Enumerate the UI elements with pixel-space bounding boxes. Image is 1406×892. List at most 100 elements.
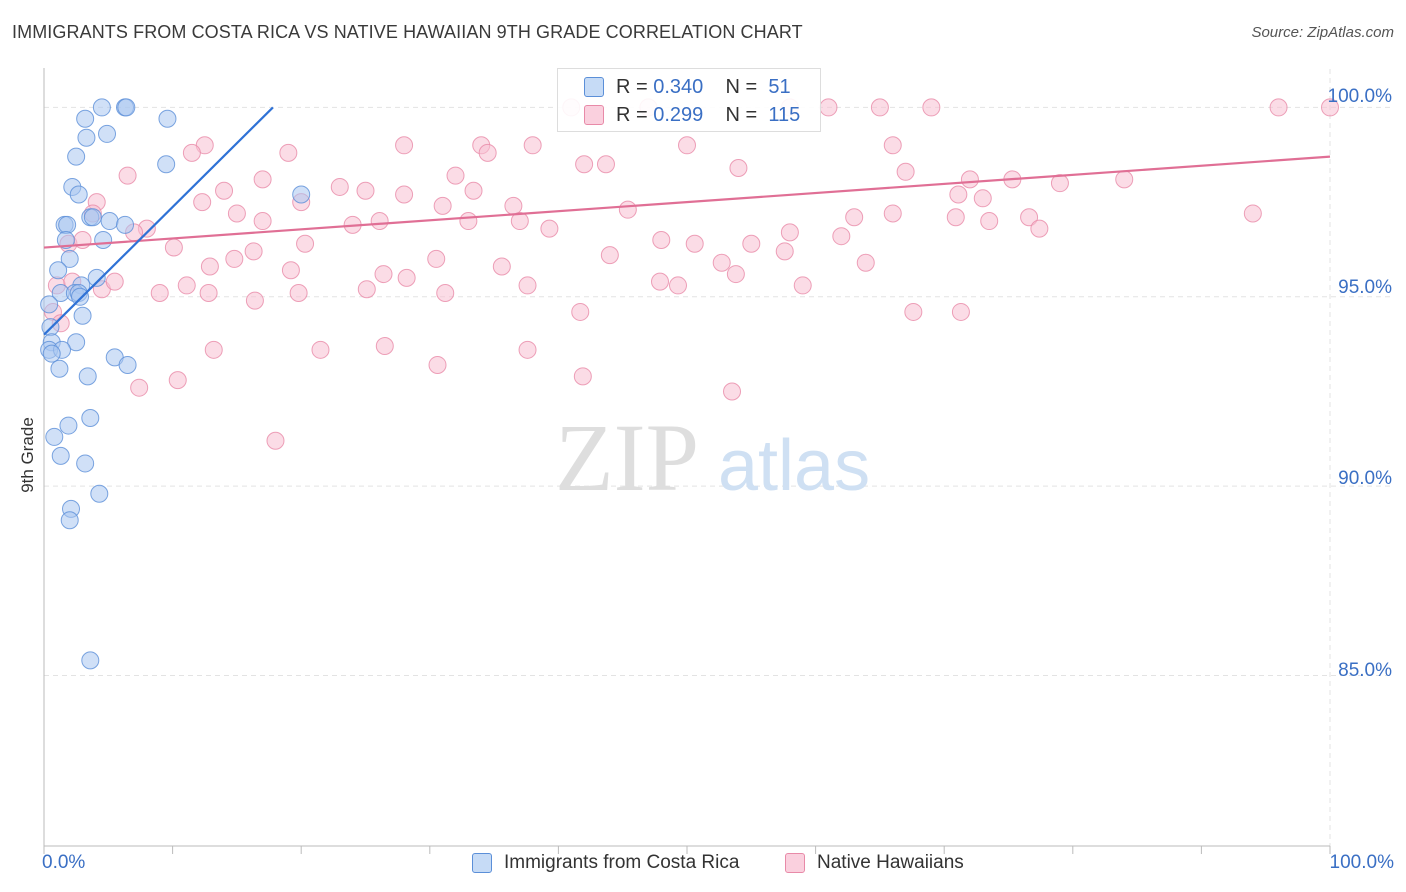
data-point: [856, 253, 875, 272]
data-point: [42, 344, 61, 363]
data-point: [311, 340, 330, 359]
data-point: [83, 208, 102, 227]
data-point: [436, 284, 455, 303]
data-point: [492, 257, 511, 276]
legend-item-native-hawaiians[interactable]: Native Hawaiians: [785, 852, 964, 874]
data-point: [87, 268, 106, 287]
data-point: [215, 181, 234, 200]
source-credit: Source: ZipAtlas.com: [1251, 24, 1394, 41]
data-point: [244, 242, 263, 261]
data-point: [729, 159, 748, 178]
data-point: [395, 185, 414, 204]
data-point: [90, 484, 109, 503]
data-point: [69, 185, 88, 204]
data-point: [1269, 98, 1288, 117]
data-point: [266, 431, 285, 450]
data-point: [296, 234, 315, 253]
data-point: [182, 143, 201, 162]
legend-swatch-blue: [472, 853, 492, 873]
data-point: [60, 249, 79, 268]
axes: [43, 68, 1331, 854]
data-point: [45, 427, 64, 446]
data-point: [225, 249, 244, 268]
data-point: [478, 143, 497, 162]
data-point: [150, 284, 169, 303]
data-point: [253, 212, 272, 231]
data-point: [58, 215, 77, 234]
data-point: [1243, 204, 1262, 223]
data-point: [40, 295, 59, 314]
data-point: [59, 416, 78, 435]
data-point: [168, 371, 187, 390]
data-point: [81, 408, 100, 427]
data-point: [60, 511, 79, 530]
data-point: [76, 109, 95, 128]
data-point: [118, 355, 137, 374]
data-point: [117, 98, 136, 117]
data-point: [652, 230, 671, 249]
data-point: [780, 223, 799, 242]
data-point: [77, 128, 96, 147]
data-point: [518, 276, 537, 295]
data-point: [357, 280, 376, 299]
data-point: [433, 196, 452, 215]
data-point: [98, 124, 117, 143]
r-value: 0.299: [653, 103, 704, 126]
data-point: [71, 287, 90, 306]
data-point: [158, 109, 177, 128]
data-point: [116, 215, 135, 234]
data-point: [896, 162, 915, 181]
data-point: [67, 333, 86, 352]
y-tick-label-100: 100.0%: [1327, 86, 1392, 107]
data-point: [428, 355, 447, 374]
data-point: [678, 136, 696, 155]
data-point: [49, 261, 68, 280]
data-point: [726, 265, 745, 284]
trend-lines: [43, 106, 1331, 336]
data-point: [922, 98, 941, 117]
legend-swatch-pink: [584, 105, 604, 125]
data-point: [1115, 170, 1134, 189]
data-point: [459, 212, 478, 231]
data-point: [281, 261, 300, 280]
data-point: [904, 302, 923, 321]
data-point: [949, 185, 968, 204]
data-point: [523, 136, 542, 155]
data-point: [742, 234, 761, 253]
data-point: [81, 651, 100, 670]
data-point: [397, 268, 416, 287]
data-point: [668, 276, 687, 295]
n-label: N =: [725, 103, 763, 126]
series-legend: Immigrants from Costa Rica Native Hawaii…: [0, 852, 1406, 878]
y-tick-label-95: 95.0%: [1338, 277, 1392, 298]
data-point: [600, 246, 619, 265]
gridlines: [44, 69, 1392, 846]
data-point: [330, 177, 349, 196]
data-point: [177, 276, 196, 295]
data-point: [200, 257, 219, 276]
data-point: [56, 230, 75, 249]
data-point: [575, 155, 594, 174]
data-point: [199, 284, 218, 303]
data-point: [832, 227, 851, 246]
data-point: [245, 291, 264, 310]
data-point: [253, 170, 272, 189]
data-point: [289, 284, 308, 303]
data-point: [973, 189, 992, 208]
data-point: [685, 234, 704, 253]
data-point: [370, 212, 389, 231]
data-point: [50, 359, 69, 378]
n-value: 115: [768, 103, 801, 126]
n-label: N =: [725, 75, 763, 98]
data-point: [819, 98, 838, 117]
chart-title: IMMIGRANTS FROM COSTA RICA VS NATIVE HAW…: [12, 22, 803, 42]
data-point: [94, 230, 113, 249]
r-label: R =: [616, 75, 654, 98]
r-label: R =: [616, 103, 654, 126]
watermark: ZIP atlas: [555, 404, 870, 511]
series-native-hawaiians: [44, 98, 1339, 450]
stats-legend: R = 0.340 N = 51 R = 0.299 N = 115: [557, 68, 821, 132]
y-tick-label-90: 90.0%: [1338, 468, 1392, 489]
watermark-atlas: atlas: [718, 426, 870, 506]
legend-item-costa-rica[interactable]: Immigrants from Costa Rica: [472, 852, 739, 874]
